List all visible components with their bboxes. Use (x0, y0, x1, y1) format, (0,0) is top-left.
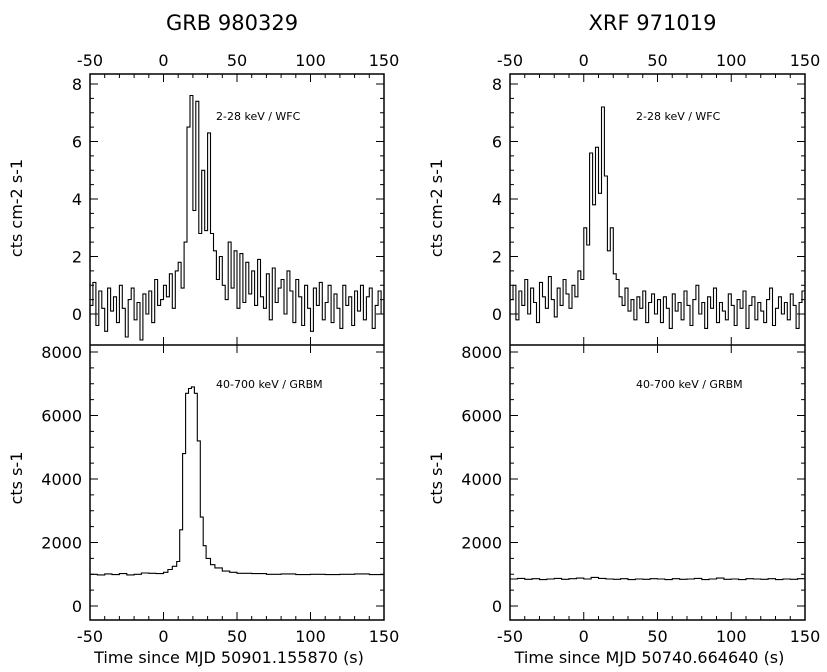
y-tick-label: 4000 (41, 470, 82, 489)
x-tick-label-bottom: -50 (497, 627, 523, 646)
y-axis-label: cts s-1 (7, 452, 26, 505)
y-axis-label: cts cm-2 s-1 (7, 159, 26, 257)
x-axis-label: Time since MJD 50901.155870 (s) (93, 648, 364, 667)
y-tick-label: 4 (72, 190, 82, 209)
panel-annotation: 2-28 keV / WFC (216, 110, 301, 123)
y-tick-label: 0 (72, 305, 82, 324)
x-tick-label-top: -50 (497, 51, 523, 70)
y-tick-label: 6000 (461, 407, 502, 426)
x-axis-label: Time since MJD 50740.664640 (s) (514, 648, 785, 667)
y-tick-label: 2000 (41, 534, 82, 553)
x-tick-label-top: 100 (716, 51, 747, 70)
y-tick-label: 2 (492, 248, 502, 267)
x-tick-label-top: 0 (579, 51, 589, 70)
x-tick-label-top: -50 (77, 51, 103, 70)
series-line (90, 94, 384, 341)
x-tick-label-bottom: -50 (77, 627, 103, 646)
x-tick-label-bottom: 150 (790, 627, 821, 646)
x-tick-label-bottom: 50 (647, 627, 667, 646)
chart-xrf-971019: XRF 971019 -50 -50 0 0 50 50 100 100 150 150 Time s… (427, 11, 820, 667)
series-line (510, 576, 805, 581)
series-line (90, 386, 384, 576)
x-tick-label-top: 0 (158, 51, 168, 70)
x-tick-label-bottom: 0 (579, 627, 589, 646)
x-tick-label-bottom: 0 (158, 627, 168, 646)
x-tick-label-top: 150 (790, 51, 821, 70)
y-tick-label: 4000 (461, 470, 502, 489)
x-tick-label-top: 50 (647, 51, 667, 70)
x-tick-label-bottom: 100 (716, 627, 747, 646)
panel-annotation: 2-28 keV / WFC (636, 110, 721, 123)
y-tick-label: 0 (492, 597, 502, 616)
x-tick-label-bottom: 50 (227, 627, 247, 646)
y-tick-label: 8 (492, 75, 502, 94)
y-tick-label: 6000 (41, 407, 82, 426)
panel-annotation: 40-700 keV / GRBM (636, 378, 743, 391)
x-tick-label-top: 150 (369, 51, 400, 70)
y-tick-label: 2 (72, 248, 82, 267)
x-tick-label-bottom: 150 (369, 627, 400, 646)
x-tick-label-top: 50 (227, 51, 247, 70)
y-tick-label: 4 (492, 190, 502, 209)
y-tick-label: 0 (492, 305, 502, 324)
y-tick-label: 0 (72, 597, 82, 616)
y-tick-label: 2000 (461, 534, 502, 553)
series-line (510, 106, 805, 329)
chart-title: GRB 980329 (166, 11, 298, 35)
y-tick-label: 8000 (41, 343, 82, 362)
y-tick-label: 6 (492, 133, 502, 152)
x-tick-label-bottom: 100 (295, 627, 326, 646)
chart-grb-980329: GRB 980329 -50 -50 0 0 50 50 100 100 150 150 Time s… (7, 11, 399, 667)
y-tick-label: 8000 (461, 343, 502, 362)
y-tick-label: 6 (72, 133, 82, 152)
x-tick-label-top: 100 (295, 51, 326, 70)
chart-title: XRF 971019 (589, 11, 717, 35)
y-axis-label: cts s-1 (427, 452, 446, 505)
y-tick-label: 8 (72, 75, 82, 94)
y-axis-label: cts cm-2 s-1 (427, 159, 446, 257)
panel-annotation: 40-700 keV / GRBM (216, 378, 323, 391)
